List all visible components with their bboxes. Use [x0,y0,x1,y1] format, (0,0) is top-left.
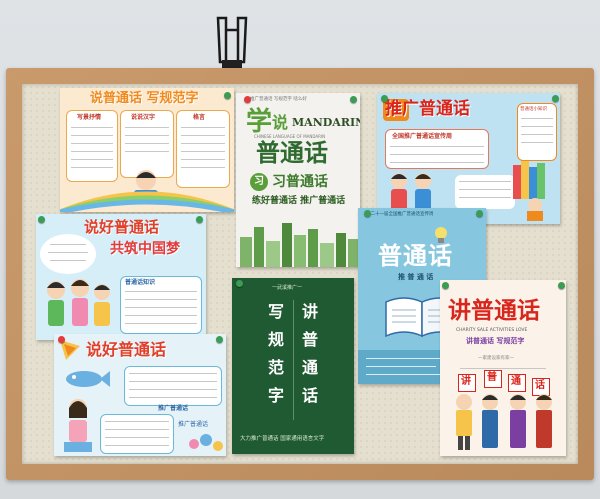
side-box: 普通话小知识 [517,103,557,161]
push-pin-icon [58,336,65,343]
poster-promote-mandarin: 推广普通话 全国推广普通话宣传周 普通话小知识 [377,93,560,224]
sign-box [508,374,526,392]
box-heading: 普通话知识 [125,279,156,286]
putonghua-title: 普通话 [256,139,328,167]
push-pin-icon [442,282,449,289]
poster-green-board: 一武溪推广一 写 规 范 字 讲 普 通 话 大力推广普通话 国家通用语言文字 [232,278,354,454]
poster-title: 普通话 [378,242,453,270]
content-box: 普通话知识 [120,276,202,334]
poster-title: 讲普通话 [448,298,540,324]
board-char-gui: 规 [268,330,285,349]
banner-text: 全国推广普通话宣传周 [392,133,453,140]
content-box [455,175,515,209]
poster-chinese-dream: 说好普通话 共筑中国梦 普通话知识 [36,214,206,340]
box-heading: 写景抒情 [77,114,102,121]
banner-box: 全国推广普通话宣传周 [385,129,489,169]
box-heading: 格言 [193,114,206,121]
box-heading: 说说汉字 [131,114,156,121]
practice-title: 习普通话 [272,174,328,190]
shuo-character: 说 [272,113,289,132]
sign-box [458,374,476,392]
poster-header: 一武溪推广一 [272,285,303,291]
children-illustration [47,279,110,326]
push-pin-icon [216,336,223,343]
content-box [124,366,222,406]
binder-clip-icon [216,16,248,68]
girl-with-books-illustration [64,399,92,452]
content-box [100,414,174,454]
push-pin-icon [476,210,483,217]
poster-subtitle: 推 普 通 话 [398,273,434,281]
xi-character: 习 [254,176,264,187]
poster-footer: 大力推广普通话 国家通用语言文字 [240,436,325,442]
board-char-zi: 字 [268,386,285,405]
content-box: 格言 [176,110,230,188]
sign-box [484,370,502,388]
poster-tag: 一家建设家有家一 [478,356,514,361]
poster-subtitle: 共筑中国梦 [110,241,180,257]
xi-badge [250,173,268,191]
content-box: 写景抒情 [66,110,118,182]
fish-illustration [66,371,110,387]
poster-speak-mandarin-kids: 讲普通话 CHARITY SALE ACTIVITIES LOVE 讲普通话 写… [440,280,566,456]
push-pin-icon [350,96,357,103]
footer-label: 推广普通话 [178,421,209,428]
poster-title: 说好普通话 [86,340,167,359]
poster-title: 说好普通话 [84,218,160,236]
poster-header: 推广普通话 写规范字 啥么好 [250,97,307,102]
poster-learn-mandarin: 推广普通话 写规范字 啥么好 学 说 MANDARIN CHINESE LANG… [236,93,360,267]
content-box: 说说汉字 [120,110,174,178]
push-pin-icon [552,95,559,102]
sign-char-hua: 话 [535,380,545,391]
push-pin-icon [381,95,388,102]
push-pin-icon [196,216,203,223]
poster-slogan: 练好普通话 推广普通话 [252,196,346,206]
sign-char-pu: 普 [487,372,497,383]
bubbles-decoration [189,434,223,451]
board-char-fan: 范 [268,358,285,377]
push-pin-icon [558,282,565,289]
poster-header: 第二十一届全国推广普通话宣传周 [366,212,434,217]
poster-english: CHARITY SALE ACTIVITIES LOVE [456,328,528,333]
poster-subtitle: 讲普通话 写规范字 [466,337,525,345]
push-pin-icon [364,210,371,217]
board-char-pu: 普 [302,330,319,349]
book-stack-illustration [513,161,545,221]
balloon-decoration [60,340,80,360]
poster-title: 说普通话 写规范字 [90,91,199,106]
title-ribbon [383,99,409,121]
poster-subtitle: CHINESE LANGUAGE OF MANDARIN [254,134,326,139]
push-pin-icon [236,280,243,287]
board-char-tong: 通 [302,358,319,377]
push-pin-icon [38,216,45,223]
push-pin-icon [224,92,231,99]
poster-speak-well: 说好普通话 推广普通话 推广普通话 [54,334,226,456]
city-skyline-illustration [240,223,360,267]
side-heading: 普通话小知识 [520,107,547,112]
xue-character: 学 [246,107,273,137]
children-illustration [391,173,431,213]
board-char-hua: 话 [302,386,319,405]
content-box [40,234,96,274]
board-char-jiang: 讲 [302,302,319,321]
light-bulb-icon [435,227,447,243]
column-divider [293,300,294,420]
poster-speak-mandarin-write-standard: 说普通话 写规范字 写景抒情 说说汉字 格言 [60,88,234,212]
sign-char-jiang: 讲 [461,376,471,387]
section-heading: 推广普通话 [158,405,189,412]
poster-title: 推广普通话 [385,99,470,119]
board-char-xie: 写 [268,302,285,321]
rainbow-decoration [60,191,234,212]
sign-char-tong: 通 [511,376,521,387]
children-in-costumes-illustration [456,394,552,450]
mandarin-english: MANDARIN [292,116,360,129]
push-pin-icon [244,96,251,103]
